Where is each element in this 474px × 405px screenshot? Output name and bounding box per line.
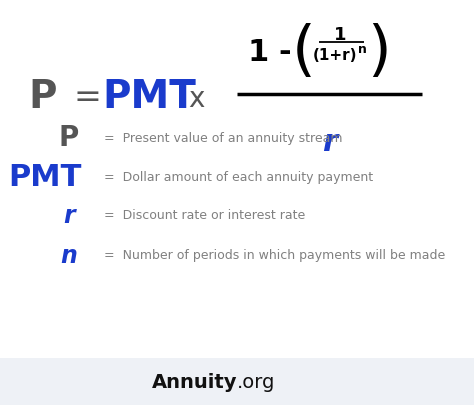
Text: 1: 1	[334, 26, 346, 43]
FancyBboxPatch shape	[0, 358, 474, 405]
Text: -: -	[278, 38, 291, 67]
Text: =  Number of periods in which payments will be made: = Number of periods in which payments wi…	[104, 249, 446, 262]
Text: r: r	[63, 203, 74, 228]
Text: PMT: PMT	[9, 162, 82, 192]
Text: 1: 1	[248, 38, 269, 67]
Text: r: r	[322, 127, 337, 156]
Text: PMT: PMT	[102, 78, 196, 116]
Text: n: n	[60, 243, 77, 267]
Text: .org: .org	[237, 372, 275, 391]
Text: (1+r): (1+r)	[312, 48, 357, 63]
Text: =  Present value of an annuity stream: = Present value of an annuity stream	[104, 131, 343, 144]
Text: P: P	[28, 78, 57, 116]
Text: Annuity: Annuity	[152, 372, 237, 391]
Text: n: n	[358, 43, 366, 56]
Text: =  Discount rate or interest rate: = Discount rate or interest rate	[104, 209, 306, 222]
Text: (: (	[292, 23, 315, 82]
Text: =: =	[74, 81, 101, 114]
Text: x: x	[189, 85, 205, 113]
Text: ): )	[367, 23, 391, 82]
Text: P: P	[59, 124, 79, 151]
Text: =  Dollar amount of each annuity payment: = Dollar amount of each annuity payment	[104, 171, 374, 183]
